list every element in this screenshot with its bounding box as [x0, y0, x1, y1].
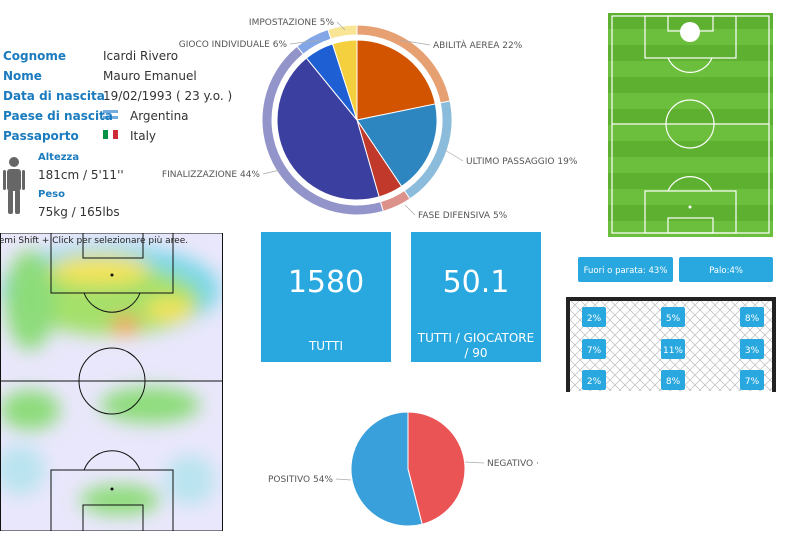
leader-line — [289, 39, 321, 45]
field-label: Data di nascita — [3, 89, 105, 103]
pie-category: NEGATIVO — [487, 459, 533, 469]
pie-category: GIOCO INDIVIDUALE — [179, 40, 270, 50]
pie-category: ABILITÀ AEREA — [433, 39, 500, 51]
field-label: Paese di nascita — [3, 109, 113, 123]
person-icon — [3, 157, 25, 214]
pie-category: IMPOSTAZIONE — [249, 18, 317, 28]
stat-tile — [411, 232, 541, 362]
goal-cell — [740, 339, 764, 359]
stat-value: 50.1 — [443, 265, 510, 300]
goal-cell-label: 8% — [666, 377, 681, 387]
goal-cell — [582, 370, 606, 390]
flag-argentina — [103, 110, 118, 119]
field-value: Icardi Rivero — [103, 49, 178, 63]
pie-slice — [356, 39, 436, 121]
pie-category: POSITIVO — [268, 475, 310, 485]
goal-cell-label: 7% — [587, 346, 602, 356]
goal-cell-label: 7% — [745, 377, 760, 387]
pie-label: FINALIZZAZIONE 44% — [162, 170, 261, 180]
pie-label: POSITIVO 54% — [268, 475, 333, 485]
field-label: Cognome — [3, 49, 66, 63]
goal-button — [578, 257, 673, 282]
leader-line — [444, 149, 464, 162]
goal-cell-label: 8% — [745, 314, 760, 324]
leader-line — [335, 478, 352, 481]
body-label: Altezza — [38, 152, 79, 163]
goal-cell — [582, 339, 606, 359]
pie-slice — [407, 411, 466, 525]
heatmap: Premi Shift + Click per selezionare più … — [0, 233, 223, 531]
pie-label: GIOCO INDIVIDUALE 6% — [179, 40, 288, 50]
pie-category: ULTIMO PASSAGGIO — [466, 157, 555, 167]
pie-label: ABILITÀ AEREA 22% — [433, 39, 523, 51]
goal-button-label: Palo:4% — [709, 266, 743, 276]
pie-slice — [276, 57, 380, 201]
leader-line — [464, 461, 485, 464]
heatmap-hint: Premi Shift + Click per selezionare più … — [0, 236, 188, 246]
goal-cell-label: 5% — [666, 314, 681, 324]
field-value: 19/02/1993 ( 23 y.o. ) — [103, 89, 232, 103]
field-value: Argentina — [130, 109, 189, 123]
pie-value-label: 5% — [320, 18, 335, 28]
stat-tile — [261, 232, 391, 362]
goal-cell-label: 11% — [663, 346, 683, 356]
body-value: 75kg / 165lbs — [38, 205, 120, 219]
leader-line — [262, 169, 281, 175]
body-label: Peso — [38, 189, 65, 200]
leader-line — [404, 204, 416, 216]
pie-label: FASE DIFENSIVA 5% — [418, 211, 508, 221]
goal-button — [679, 257, 773, 282]
field-label: Nome — [3, 69, 42, 83]
pie-ring — [327, 24, 358, 40]
stat-label-line: / 90 — [464, 346, 487, 360]
stat-value: 1580 — [288, 265, 364, 300]
goal-cell — [582, 307, 606, 327]
goal-cell — [740, 307, 764, 327]
flag-italy — [103, 130, 118, 139]
pie-label: ULTIMO PASSAGGIO 19% — [466, 157, 578, 167]
pie-category: FINALIZZAZIONE — [162, 170, 238, 180]
pie-value-label: 5% — [493, 211, 508, 221]
stat-label: TUTTI / GIOCATORE/ 90 — [417, 331, 534, 360]
body-value: 181cm / 5'11'' — [38, 168, 124, 182]
pie-slice — [350, 411, 423, 527]
field-value: Mauro Emanuel — [103, 69, 197, 83]
goal-cell-label: 2% — [587, 314, 602, 324]
pie-value-label: 54% — [313, 475, 333, 485]
pie-value-label: 44% — [240, 170, 260, 180]
field-label: Passaporto — [3, 129, 79, 143]
goal-cell — [740, 370, 764, 390]
pie-label: IMPOSTAZIONE 5% — [249, 18, 335, 28]
goal-cell — [661, 370, 685, 390]
pie-category: FASE DIFENSIVA — [418, 211, 491, 221]
goal-cell-label: 3% — [745, 346, 760, 356]
pie-slice — [331, 39, 358, 121]
leader-line — [399, 39, 431, 46]
pie-value-label: · — [536, 459, 539, 469]
pie-value-label: 6% — [273, 40, 288, 50]
goal-button-label: Fuori o parata: 43% — [584, 266, 668, 276]
leader-line — [336, 21, 346, 31]
goal-cell-label: 2% — [587, 377, 602, 387]
goal-cell — [661, 339, 685, 359]
field-value: Italy — [130, 129, 156, 143]
pie-label: NEGATIVO · — [487, 459, 539, 469]
goal-cell — [661, 307, 685, 327]
pie-value-label: 19% — [557, 157, 577, 167]
pie-value-label: 22% — [502, 41, 522, 51]
stat-label: TUTTI — [308, 339, 343, 353]
stat-label-line: TUTTI / GIOCATORE — [417, 331, 534, 345]
pitch — [608, 13, 773, 237]
pie-slice — [356, 103, 438, 188]
